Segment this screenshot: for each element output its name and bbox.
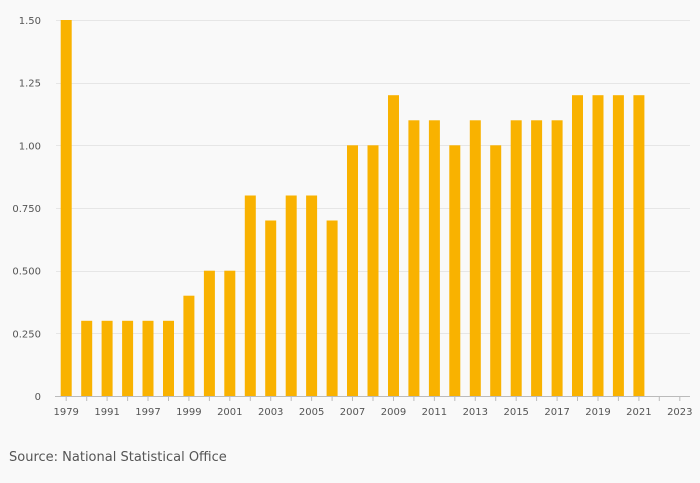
bar-chart: 0 0.250 0.500 0.750 1.00 1.25 1.50 1979 1991 199… [12, 16, 693, 418]
x-tick-label: 2017 [544, 407, 569, 418]
x-tick-label: 2023 [667, 407, 692, 418]
y-tick-label: 0 [35, 392, 41, 403]
bar [101, 320, 113, 396]
bar [306, 195, 318, 396]
y-tick-label: 0.500 [12, 267, 41, 278]
bar [142, 320, 154, 396]
bar [633, 95, 645, 396]
bar [510, 120, 522, 397]
bar [122, 320, 134, 396]
x-tick-label: 1979 [53, 407, 78, 418]
bar [428, 120, 440, 397]
x-tick-label: 2007 [340, 407, 365, 418]
bar [469, 120, 481, 397]
bar [265, 220, 277, 396]
source-note: Source: National Statistical Office [9, 450, 227, 465]
bar [531, 120, 543, 397]
bar [347, 145, 358, 396]
bar [551, 120, 563, 397]
x-tick-label: 2021 [626, 407, 651, 418]
x-tick-label: 2019 [585, 407, 610, 418]
bar [449, 145, 461, 396]
x-tick-label: 2009 [381, 407, 406, 418]
x-tick-label: 2013 [463, 407, 488, 418]
x-tick-label: 1991 [94, 407, 119, 418]
x-axis: 1979 1991 1997 1999 2001 2003 2005 2007 2009 2011… [53, 396, 693, 418]
bar [572, 95, 583, 396]
y-tick-label: 0.750 [12, 204, 41, 215]
x-tick-label: 2003 [258, 407, 283, 418]
bar [81, 320, 93, 396]
bar [592, 95, 604, 396]
bar [163, 320, 174, 396]
bar [490, 145, 502, 396]
bar [203, 270, 215, 396]
x-tick-label: 1997 [135, 407, 160, 418]
x-tick-label: 1999 [176, 407, 201, 418]
y-tick-label: 1.50 [19, 16, 41, 27]
x-tick-label: 2005 [299, 407, 324, 418]
x-tick-label: 2001 [217, 407, 242, 418]
x-tick-label: 2015 [503, 407, 528, 418]
y-axis: 0 0.250 0.500 0.750 1.00 1.25 1.50 [12, 16, 41, 403]
bar [612, 95, 624, 396]
bar [244, 195, 256, 396]
bar [388, 95, 399, 396]
bar [285, 195, 297, 396]
bar [367, 145, 379, 396]
bar [60, 20, 72, 396]
x-tick-label: 2011 [422, 407, 447, 418]
y-tick-label: 1.25 [19, 79, 41, 90]
bars [60, 20, 645, 397]
bar [183, 295, 195, 396]
bar [224, 270, 236, 396]
y-tick-label: 0.250 [12, 329, 41, 340]
bar [326, 220, 338, 396]
y-tick-label: 1.00 [19, 141, 41, 152]
bar [408, 120, 420, 397]
